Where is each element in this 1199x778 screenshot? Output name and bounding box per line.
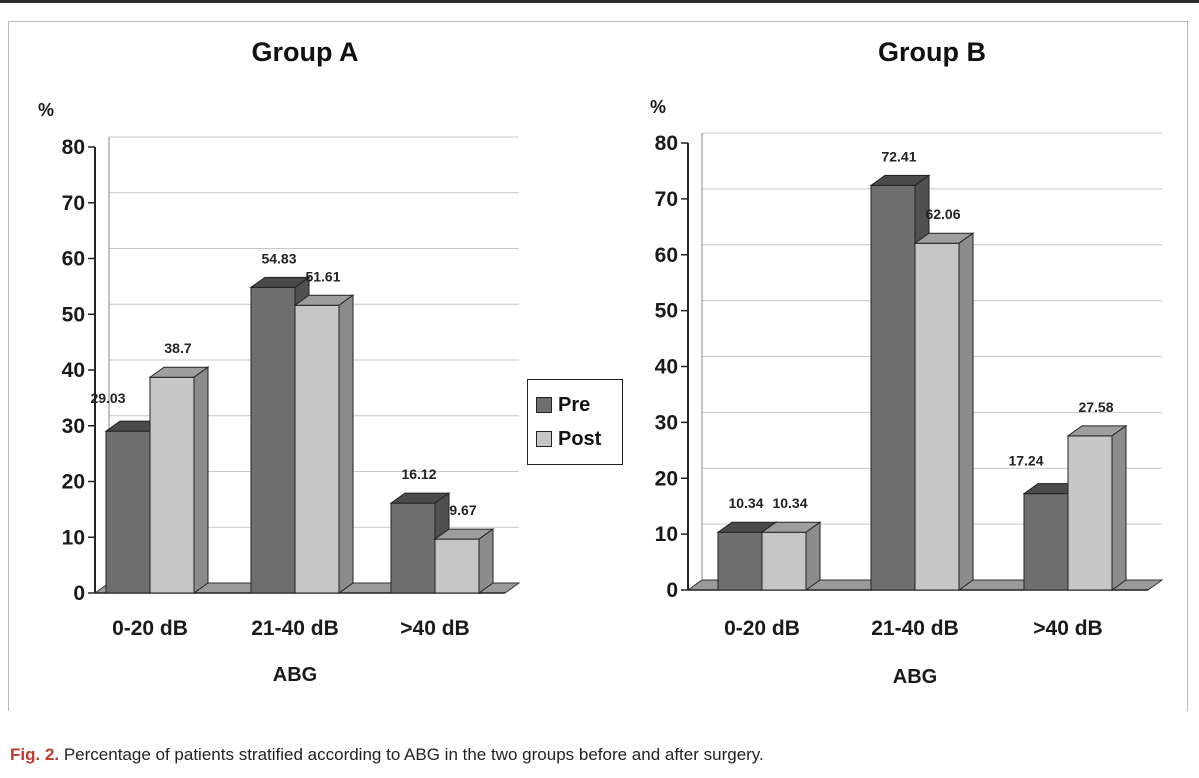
y-tick-label-0-8: 80 <box>62 136 85 159</box>
data-label-0-1-0: 54.83 <box>261 250 296 266</box>
data-label-0-1-1: 51.61 <box>305 268 340 284</box>
data-label-1-0-0: 10.34 <box>728 495 763 511</box>
bar-0-2-1-front <box>434 538 480 594</box>
x-tick-label-1-1: 21-40 dB <box>871 617 959 640</box>
data-label-0-2-1: 9.67 <box>449 502 476 518</box>
bar-0-1-1-front <box>294 304 340 594</box>
y-tick-label-0-3: 30 <box>62 415 85 438</box>
x-tick-label-0-0: 0-20 dB <box>112 617 188 640</box>
y-tick-label-1-8: 80 <box>655 132 678 155</box>
data-label-1-0-1: 10.34 <box>772 495 807 511</box>
bar-0-0-1-front <box>149 376 195 594</box>
y-tick-label-1-3: 30 <box>655 411 678 434</box>
bar-0-1-1-side <box>338 294 354 594</box>
data-label-0-0-0: 29.03 <box>90 390 125 406</box>
x-tick-label-0-1: 21-40 dB <box>251 617 339 640</box>
y-tick-label-1-4: 40 <box>655 356 678 379</box>
legend-label-pre: Pre <box>558 393 591 416</box>
y-tick-label-1-7: 70 <box>655 188 678 211</box>
data-label-1-2-1: 27.58 <box>1078 399 1113 415</box>
bar-1-1-1-side <box>958 232 974 591</box>
data-label-0-0-1: 38.7 <box>164 340 191 356</box>
legend-swatch-post <box>536 431 552 447</box>
bar-0-0-0-front <box>105 430 151 594</box>
chart-svg: 0 10 20 30 40 50 60 70 80 29.03 38.7 0-20 dB 54.83 51… <box>38 37 1164 688</box>
bar-1-2-1-front <box>1067 435 1113 591</box>
bar-1-0-1-side <box>805 521 821 591</box>
data-label-1-1-1: 62.06 <box>925 206 960 222</box>
bar-0-0-1-side <box>193 366 209 594</box>
bar-0-1-0-front <box>250 286 296 594</box>
bar-1-2-0-front <box>1023 493 1069 591</box>
y-axis-label-1: % <box>650 97 666 117</box>
y-axis-label-0: % <box>38 100 54 120</box>
caption-text: Percentage of patients stratified accord… <box>59 745 764 764</box>
bar-1-0-0-front <box>717 531 763 591</box>
x-tick-label-1-2: >40 dB <box>1033 617 1102 640</box>
data-label-0-2-0: 16.12 <box>401 466 436 482</box>
bar-1-2-1-side <box>1111 424 1127 591</box>
y-tick-label-1-2: 20 <box>655 467 678 490</box>
bar-1-0-1-front <box>761 531 807 591</box>
bar-0-2-0-front <box>390 502 436 594</box>
figure-caption: Fig. 2. Percentage of patients stratifie… <box>10 745 764 765</box>
caption-figure-number: Fig. 2. <box>10 745 60 764</box>
y-tick-label-1-0: 0 <box>666 579 678 602</box>
data-label-1-2-0: 17.24 <box>1008 453 1043 469</box>
bar-1-1-1-front <box>914 242 960 591</box>
bar-1-1-0-front <box>870 184 916 591</box>
legend-item-pre: Pre <box>536 394 590 416</box>
y-tick-label-1-1: 10 <box>655 523 678 546</box>
y-tick-label-1-5: 50 <box>655 300 678 323</box>
y-tick-label-0-2: 20 <box>62 471 85 494</box>
x-axis-label-0: ABG <box>273 664 317 686</box>
x-axis-label-1: ABG <box>893 666 937 688</box>
y-tick-label-0-5: 50 <box>62 303 85 326</box>
legend: Pre Post <box>527 379 623 465</box>
data-label-1-1-0: 72.41 <box>881 148 916 164</box>
chart-title-0: Group A <box>252 37 359 67</box>
y-tick-label-0-6: 60 <box>62 248 85 271</box>
y-tick-label-0-4: 40 <box>62 359 85 382</box>
y-tick-label-0-0: 0 <box>73 582 85 605</box>
x-tick-label-1-0: 0-20 dB <box>724 617 800 640</box>
y-tick-label-0-7: 70 <box>62 192 85 215</box>
bar-0-2-1-side <box>478 528 494 594</box>
y-tick-label-1-6: 60 <box>655 244 678 267</box>
y-tick-label-0-1: 10 <box>62 526 85 549</box>
chart-area <box>8 21 1188 711</box>
legend-item-post: Post <box>536 428 601 450</box>
chart-title-1: Group B <box>878 37 986 67</box>
legend-label-post: Post <box>558 427 602 450</box>
legend-swatch-pre <box>536 397 552 413</box>
x-tick-label-0-2: >40 dB <box>400 617 469 640</box>
